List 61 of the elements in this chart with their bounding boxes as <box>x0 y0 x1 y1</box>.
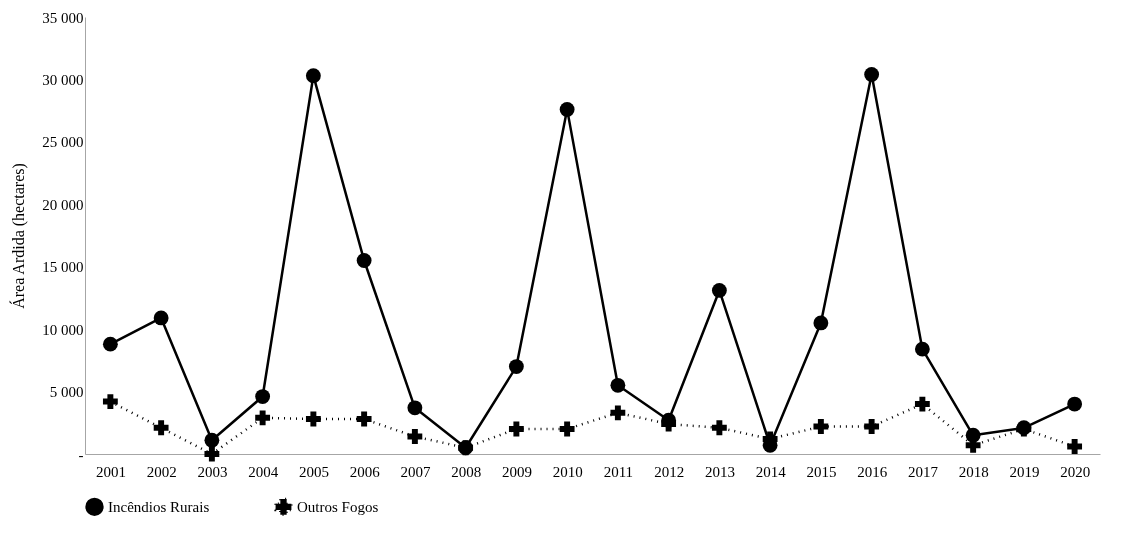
x-tick-label: 2018 <box>958 463 989 480</box>
x-tick-label: 2020 <box>1060 463 1091 480</box>
legend-label: Outros Fogos <box>297 498 379 515</box>
point <box>813 419 829 434</box>
legend-label: Incêndios Rurais <box>108 498 210 515</box>
point <box>153 310 169 326</box>
point <box>407 429 423 444</box>
x-tick-label: 2015 <box>806 463 837 480</box>
point <box>610 405 626 421</box>
point <box>1067 396 1083 412</box>
x-tick-label: 2001 <box>95 463 126 480</box>
y-tick-label: 10 000 <box>42 321 84 338</box>
point <box>914 396 930 412</box>
point <box>711 283 727 298</box>
point <box>305 411 321 427</box>
x-tick-label: 2007 <box>400 463 431 480</box>
point <box>255 389 271 404</box>
point <box>407 400 423 416</box>
x-tick-label: 2009 <box>501 463 532 480</box>
x-tick-label: 2003 <box>197 463 228 480</box>
point <box>711 420 727 436</box>
point <box>255 410 271 426</box>
point <box>559 421 575 437</box>
point <box>153 420 169 436</box>
point <box>204 432 220 448</box>
point <box>508 421 524 437</box>
x-tick-label: 2008 <box>451 463 482 480</box>
point <box>102 394 118 409</box>
y-tick-label: 5 000 <box>49 384 84 401</box>
x-tick-label: 2011 <box>603 463 634 480</box>
point <box>305 68 321 84</box>
point <box>102 336 118 352</box>
x-tick-label: 2014 <box>755 463 787 480</box>
x-tick-label: 2005 <box>298 463 329 480</box>
x-tick-label: 2013 <box>704 463 735 480</box>
y-tick-label: 15 000 <box>42 259 84 276</box>
y-tick-label: - <box>78 446 84 463</box>
point <box>559 101 575 117</box>
point <box>356 411 372 427</box>
point <box>204 446 220 462</box>
x-tick-label: 2002 <box>146 463 177 480</box>
x-tick-label: 2012 <box>654 463 685 480</box>
x-tick-label: 2017 <box>907 463 939 480</box>
x-tick-label: 2004 <box>248 463 279 480</box>
point <box>864 67 880 82</box>
x-tick-label: 2019 <box>1009 463 1040 480</box>
y-tick-label: 35 000 <box>42 9 84 26</box>
x-tick-label: 2006 <box>349 463 381 480</box>
y-tick-label: 20 000 <box>42 196 84 213</box>
y-axis-title: Área Ardida (hectares) <box>9 163 29 309</box>
x-tick-label: 2016 <box>857 463 888 480</box>
point <box>356 253 372 268</box>
point <box>610 377 626 393</box>
point <box>914 341 930 357</box>
y-tick-label: 30 000 <box>42 71 84 88</box>
point <box>813 315 829 331</box>
point <box>864 419 880 434</box>
point <box>1067 439 1083 454</box>
point <box>508 359 524 374</box>
x-tick-label: 2010 <box>552 463 583 480</box>
y-tick-label: 25 000 <box>42 134 84 151</box>
